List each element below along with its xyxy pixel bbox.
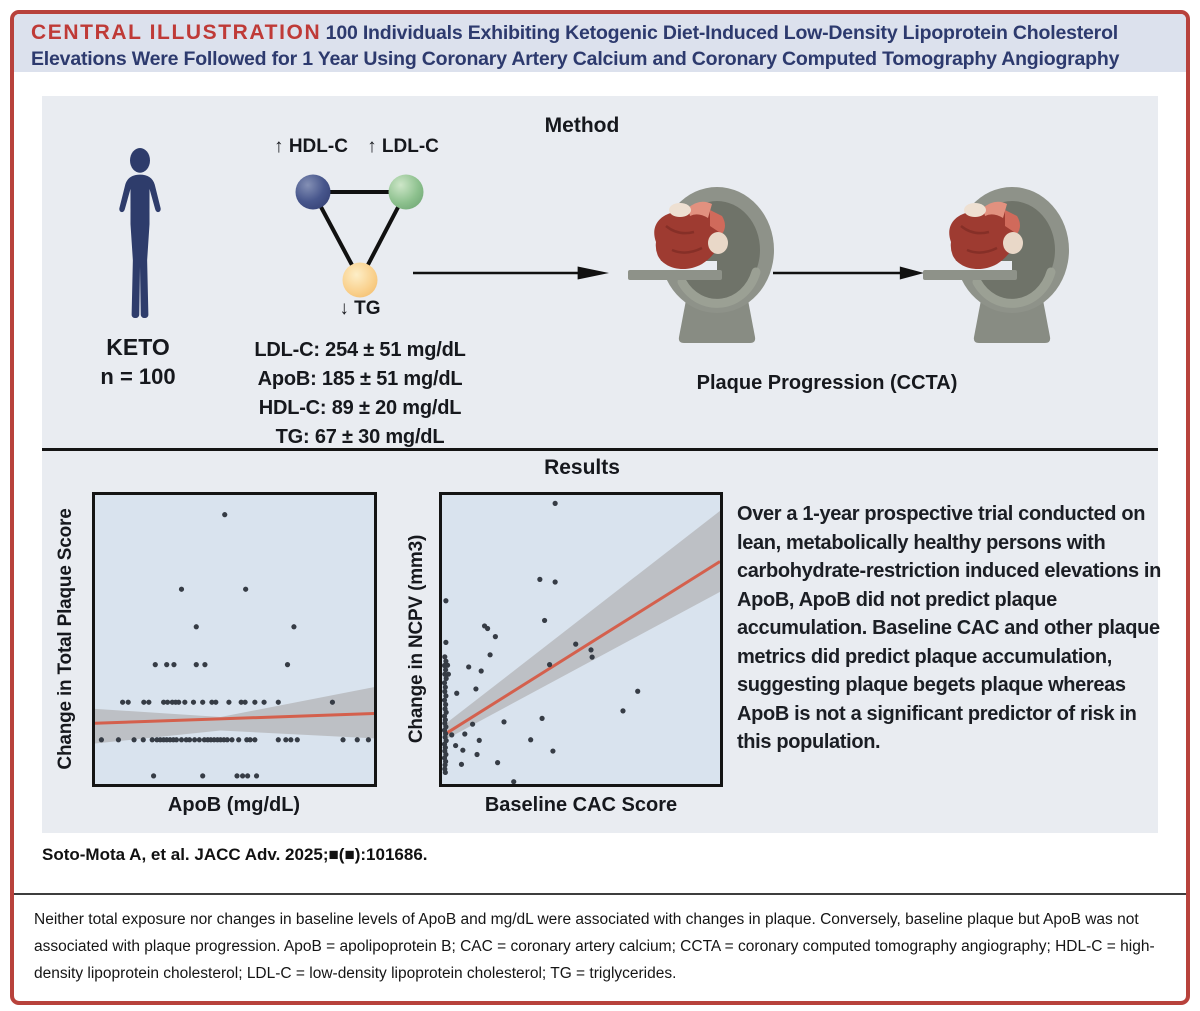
plaque-plot-x-axis-label: ApoB (mg/dL) <box>167 794 301 816</box>
ncpv-plot-y-axis-label: Change in NCPV (mm3) <box>406 534 427 744</box>
lipid-value-apob: ApoB: 185 ± 51 mg/dL <box>257 368 463 390</box>
ct-scanner-icon-1 <box>628 176 778 348</box>
title-line-2: Elevations Were Followed for 1 Year Usin… <box>31 48 1119 71</box>
main-panel: Method KETO n = 100 ↑ HDL-C ↑ LDL-C ↓ TG… <box>42 96 1161 833</box>
title-line-1: CENTRAL ILLUSTRATION 100 Individuals Exh… <box>31 21 1118 45</box>
title-text-line2: Elevations Were Followed for 1 Year Usin… <box>31 48 1120 70</box>
central-illustration-label: CENTRAL ILLUSTRATION <box>31 21 322 44</box>
human-figure-icon <box>108 148 172 324</box>
ldl-node-icon <box>388 174 424 210</box>
plaque-score-plot <box>92 492 377 787</box>
results-summary: Over a 1-year prospective trial conducte… <box>737 503 1162 753</box>
citation: Soto-Mota A, et al. JACC Adv. 2025;■(■):… <box>42 845 428 864</box>
cohort-size-label: n = 100 <box>100 364 176 389</box>
plaque-plot-y-axis-label: Change in Total Plaque Score <box>55 508 76 770</box>
lipid-value-ldl: LDL-C: 254 ± 51 mg/dL <box>254 339 466 361</box>
lipid-values: LDL-C: 254 ± 51 mg/dL ApoB: 185 ± 51 mg/… <box>200 336 520 452</box>
scan-caption: Plaque Progression (CCTA) <box>696 372 958 394</box>
ldl-label: ↑ LDL-C <box>367 136 439 157</box>
arrow-icon-2 <box>773 264 924 282</box>
ncpv-plot-x-axis-label: Baseline CAC Score <box>484 794 678 816</box>
keto-label: KETO <box>106 334 170 360</box>
section-divider <box>42 448 1158 451</box>
title-band: CENTRAL ILLUSTRATION 100 Individuals Exh… <box>14 14 1186 72</box>
method-heading: Method <box>544 114 620 137</box>
footnote: Neither total exposure nor changes in ba… <box>34 911 1155 982</box>
lipid-triangle-diagram <box>273 140 433 312</box>
ncpv-plot <box>439 492 723 787</box>
tg-node-icon <box>342 262 378 298</box>
arrow-icon-1 <box>413 264 609 282</box>
tg-label: ↓ TG <box>339 298 381 319</box>
results-heading: Results <box>544 456 620 479</box>
ct-scanner-icon-2 <box>923 176 1073 348</box>
title-text-line1: 100 Individuals Exhibiting Ketogenic Die… <box>325 22 1119 44</box>
hdl-node-icon <box>295 174 331 210</box>
hdl-label: ↑ HDL-C <box>274 136 348 157</box>
lipid-value-hdl: HDL-C: 89 ± 20 mg/dL <box>258 397 462 419</box>
lipid-value-tg: TG: 67 ± 30 mg/dL <box>275 426 445 448</box>
footer-divider <box>14 893 1186 895</box>
